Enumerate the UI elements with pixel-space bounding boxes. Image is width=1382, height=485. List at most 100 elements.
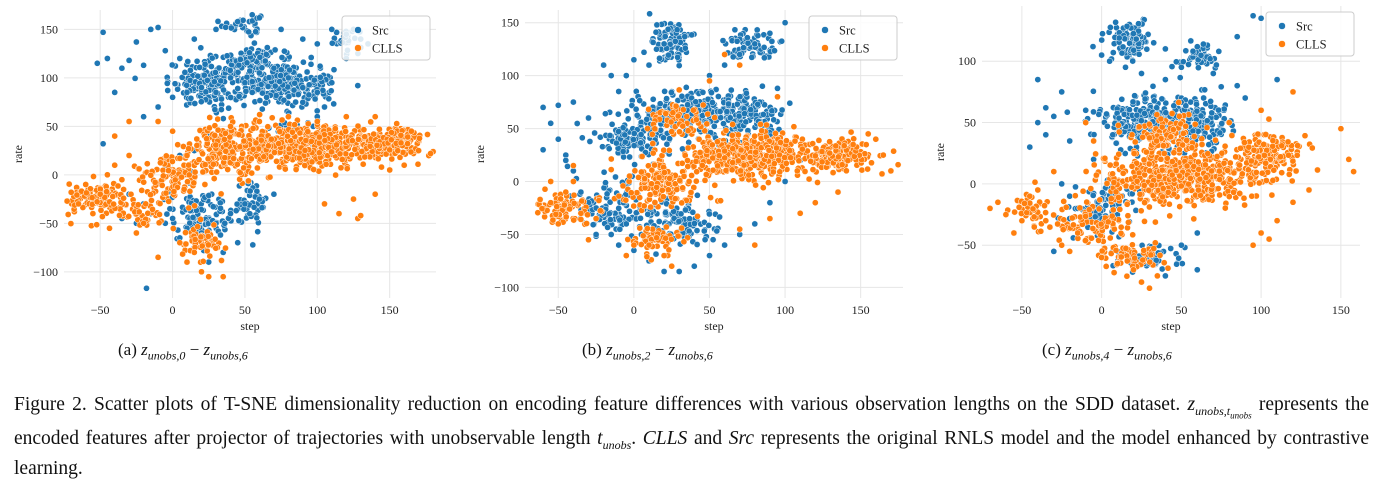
- point-src: [225, 104, 232, 112]
- point-clls: [721, 51, 728, 58]
- point-clls: [367, 118, 375, 126]
- point-clls: [135, 165, 143, 173]
- point-clls: [595, 197, 603, 204]
- point-src: [643, 115, 651, 123]
- series-clls: [534, 51, 902, 270]
- point-src: [744, 39, 752, 47]
- point-clls: [584, 211, 591, 219]
- point-src: [1150, 97, 1158, 105]
- point-clls: [155, 219, 163, 227]
- point-src: [716, 108, 724, 115]
- point-src: [599, 143, 606, 151]
- point-clls: [607, 166, 615, 173]
- point-src: [1141, 95, 1149, 103]
- point-clls: [1092, 150, 1099, 158]
- point-src: [700, 227, 708, 235]
- y-tick-label: 100: [501, 69, 519, 83]
- point-src: [663, 95, 670, 102]
- point-clls: [666, 175, 674, 182]
- legend-label-src: Src: [372, 24, 389, 38]
- point-clls: [337, 164, 345, 172]
- point-clls: [541, 185, 549, 193]
- point-src: [118, 64, 126, 72]
- point-src: [636, 97, 644, 104]
- point-src: [668, 89, 675, 96]
- point-src: [232, 207, 240, 215]
- point-src: [603, 190, 611, 198]
- point-src: [655, 218, 663, 225]
- point-clls: [678, 159, 686, 167]
- point-src: [760, 44, 768, 51]
- point-clls: [1255, 179, 1263, 187]
- point-clls: [663, 223, 670, 231]
- point-src: [281, 47, 288, 55]
- point-src: [674, 53, 681, 61]
- scatter-plot-b: −50 0 50 100 150−100−50050100150steprateSrcC…: [473, 10, 903, 333]
- point-clls: [751, 241, 759, 249]
- point-clls: [301, 147, 309, 154]
- y-tick-label: −50: [500, 227, 519, 241]
- legend-marker-src: [354, 26, 362, 34]
- point-clls: [644, 125, 651, 132]
- subcaption-subscript: unobs,6: [675, 348, 713, 363]
- point-src: [677, 210, 685, 218]
- point-clls: [255, 145, 262, 153]
- point-clls: [641, 184, 649, 192]
- point-clls: [214, 115, 222, 123]
- point-src: [1090, 87, 1097, 95]
- point-src: [1119, 43, 1127, 51]
- point-src: [292, 98, 299, 106]
- point-clls: [644, 225, 651, 232]
- point-src: [104, 55, 111, 62]
- point-src: [1189, 47, 1197, 55]
- point-clls: [735, 157, 742, 165]
- x-tick-label: 50: [239, 303, 251, 317]
- point-clls: [818, 148, 826, 155]
- point-src: [759, 111, 767, 118]
- point-clls: [199, 258, 207, 265]
- point-clls: [684, 144, 692, 152]
- point-src: [621, 138, 629, 146]
- point-src: [1207, 98, 1214, 105]
- point-clls: [304, 128, 312, 135]
- point-clls: [154, 118, 162, 125]
- point-clls: [1096, 196, 1104, 204]
- point-src: [644, 210, 652, 218]
- point-src: [313, 107, 321, 115]
- point-clls: [814, 179, 821, 186]
- point-clls: [704, 110, 712, 118]
- point-clls: [331, 125, 339, 133]
- point-clls: [185, 204, 193, 212]
- point-clls: [1090, 161, 1098, 169]
- point-src: [630, 130, 638, 137]
- point-src: [753, 26, 761, 34]
- point-src: [547, 119, 555, 127]
- point-clls: [834, 188, 842, 196]
- point-clls: [427, 150, 434, 157]
- point-src: [682, 84, 690, 91]
- point-clls: [791, 137, 799, 145]
- point-src: [305, 81, 313, 89]
- point-clls: [849, 141, 857, 148]
- point-src: [271, 46, 279, 54]
- legend-box: [808, 15, 898, 61]
- point-clls: [285, 145, 293, 153]
- point-src: [768, 38, 776, 45]
- y-tick-label: −100: [33, 265, 58, 279]
- point-clls: [73, 191, 81, 199]
- point-clls: [206, 114, 214, 121]
- point-clls: [388, 155, 396, 163]
- legend-label-clls: CLLS: [372, 42, 403, 56]
- point-clls: [336, 150, 344, 158]
- point-src: [186, 219, 194, 227]
- point-clls: [109, 193, 117, 200]
- point-src: [562, 157, 570, 164]
- point-clls: [807, 157, 815, 165]
- point-clls: [332, 171, 339, 179]
- x-tick-label: 0: [170, 303, 176, 317]
- point-src: [620, 153, 627, 161]
- point-src: [222, 23, 230, 31]
- point-src: [709, 236, 717, 244]
- point-src: [1257, 14, 1265, 22]
- point-src: [154, 103, 162, 111]
